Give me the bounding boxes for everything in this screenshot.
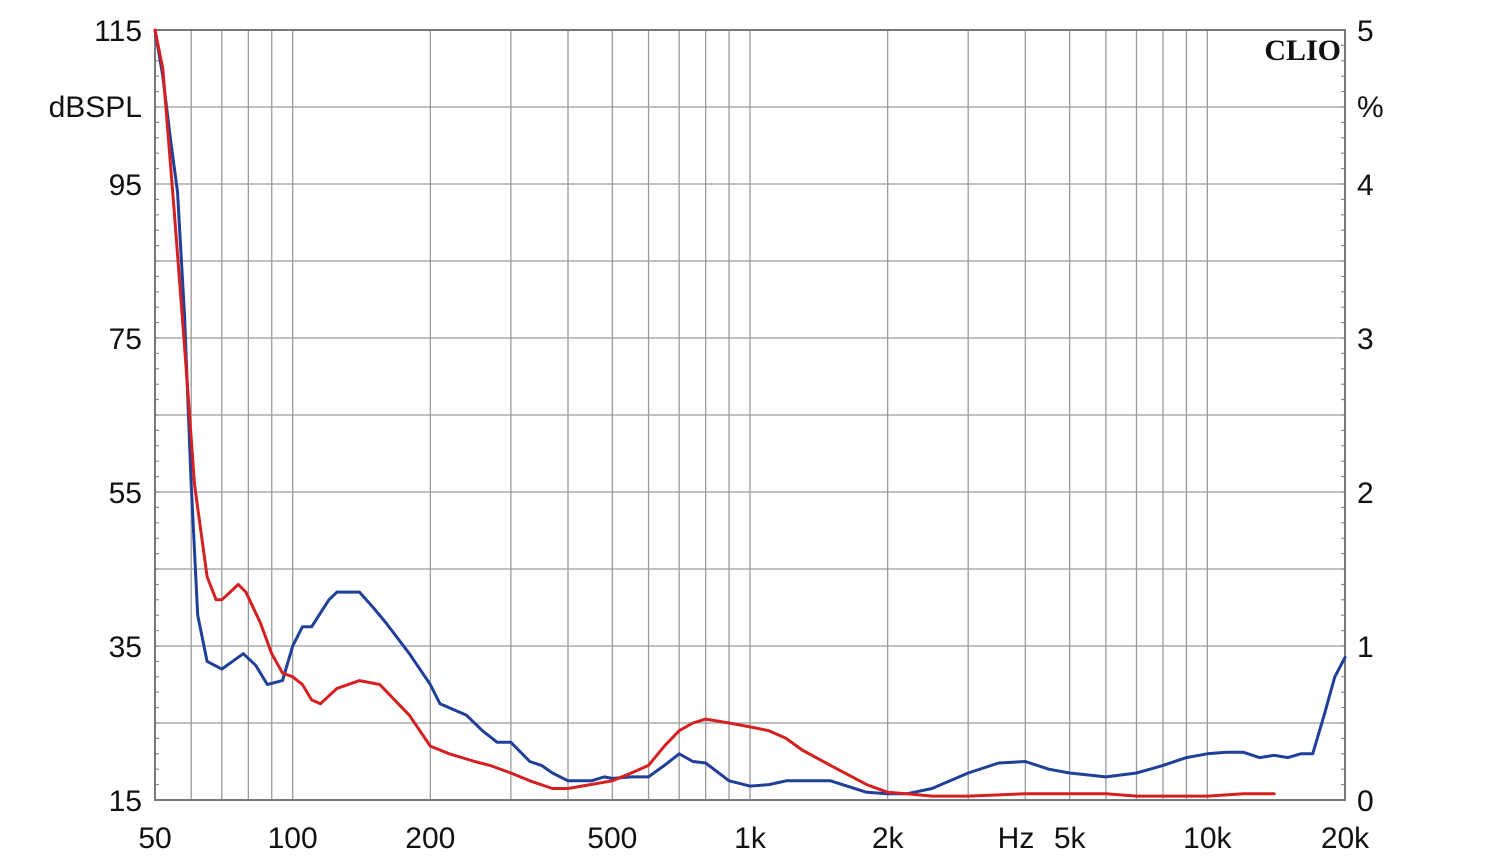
series-line-red [153, 28, 1276, 798]
right-y-tick-label: 3 [1357, 323, 1374, 356]
left-y-tick-label: 15 [109, 785, 142, 818]
x-tick-label: 50 [138, 822, 171, 855]
left-y-tick-label: 115 [94, 15, 142, 48]
right-y-tick-label: 0 [1357, 785, 1374, 818]
x-tick-label: 2k [872, 822, 905, 855]
x-tick-label: 500 [587, 822, 637, 855]
x-axis-unit-label: Hz [998, 822, 1035, 855]
x-tick-label: 20k [1321, 822, 1370, 855]
right-y-tick-label: 5 [1357, 15, 1374, 48]
tick-labels: 50 100 200 500 1k 2k 5k 10k 20k15355575951150123… [94, 15, 1374, 855]
x-tick-label: 5k [1054, 822, 1087, 855]
series-lines [153, 28, 1347, 798]
left-y-tick-label: 95 [109, 169, 142, 202]
x-tick-label: 100 [268, 822, 318, 855]
right-y-tick-label: 2 [1357, 477, 1374, 510]
left-axis-unit-label: dBSPL [49, 91, 142, 124]
grid-lines [155, 29, 1345, 801]
left-y-tick-label: 75 [109, 323, 142, 356]
brand-logo-text: CLIO [1264, 34, 1341, 67]
right-y-tick-label: 1 [1357, 631, 1374, 664]
x-tick-label: 10k [1183, 822, 1232, 855]
x-tick-label: 200 [405, 822, 455, 855]
left-y-tick-label: 35 [109, 631, 142, 664]
plot-frame [154, 29, 1346, 801]
x-tick-label: 1k [734, 822, 767, 855]
right-y-tick-label: 4 [1357, 169, 1374, 202]
left-y-tick-label: 55 [109, 477, 142, 510]
right-axis-unit-label: % [1357, 91, 1384, 124]
